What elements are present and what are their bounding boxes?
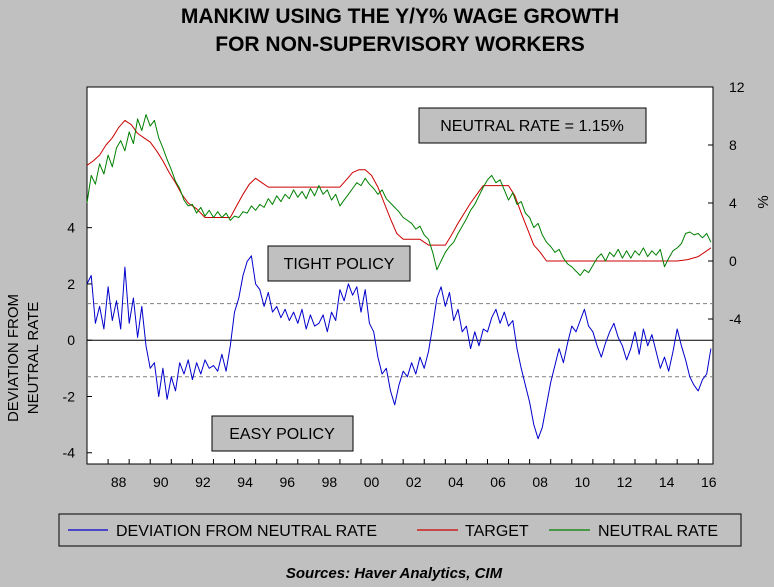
left-tick-label: -2 [63,388,76,404]
x-tick-label: 08 [532,474,548,490]
right-tick-label: 12 [729,79,745,95]
chart-title-line-2: FOR NON-SUPERVISORY WORKERS [215,33,585,56]
left-tick-label: 0 [67,332,75,348]
right-tick-label: 8 [729,137,737,153]
x-tick-label: 10 [575,474,591,490]
x-tick-label: 04 [448,474,464,490]
left-tick-label: 2 [67,276,75,292]
annotation-neutral-rate: NEUTRAL RATE = 1.15% [418,107,647,144]
x-tick-label: 98 [322,474,338,490]
right-tick-label: 4 [729,195,737,211]
right-tick-label: -4 [729,311,742,327]
reference-lines [87,303,713,378]
series-line-neutral-rate [86,114,712,276]
x-tick-label: 88 [111,474,127,490]
series-layer [86,114,712,440]
x-tick-label: 14 [659,474,675,490]
annotation-easy-policy: EASY POLICY [211,415,354,452]
annotation-tight-policy-text: TIGHT POLICY [284,256,395,273]
right-tick-label: 0 [729,253,737,269]
x-tick-label: 90 [153,474,169,490]
series-line-target [86,119,712,262]
legend-label-neutral-rate: NEUTRAL RATE [598,523,718,540]
x-tick-label: 02 [406,474,422,490]
left-axis-label-line-1: DEVIATION FROM [5,294,22,422]
legend-label-deviation: DEVIATION FROM NEUTRAL RATE [116,523,377,540]
left-axis-label-line-2: NEUTRAL RATE [25,302,42,415]
x-tick-label: 92 [195,474,211,490]
source-note: Sources: Haver Analytics, CIM [286,565,503,582]
chart-title-line-1: MANKIW USING THE Y/Y% WAGE GROWTH [181,5,619,28]
annotation-easy-policy-text: EASY POLICY [229,426,335,443]
x-tick-label: 94 [237,474,253,490]
x-tick-label: 16 [701,474,717,490]
annotation-neutral-rate-text: NEUTRAL RATE = 1.15% [440,118,624,135]
annotation-tight-policy: TIGHT POLICY [267,245,411,282]
legend-label-target: TARGET [465,523,529,540]
legend-box [58,513,742,547]
x-tick-label: 96 [279,474,295,490]
series-line-deviation-from-neutral-rate [86,255,712,440]
right-axis: 12 8 4 0 -4 [708,79,745,327]
right-axis-unit: % [755,195,772,208]
x-tick-label: 12 [617,474,633,490]
left-axis: 4 2 0 -2 -4 [63,220,92,461]
x-axis: 88 90 92 94 96 98 00 02 04 06 08 10 12 14 16 [86,459,717,490]
legend: DEVIATION FROM NEUTRAL RATE TARGET NEUTR… [58,513,742,547]
x-tick-label: 06 [490,474,506,490]
left-tick-label: -4 [63,445,76,461]
x-tick-label: 00 [364,474,380,490]
left-tick-label: 4 [67,220,75,236]
